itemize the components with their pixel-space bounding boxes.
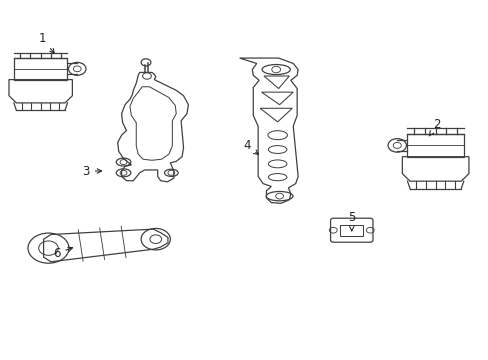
Text: 1: 1 [39, 32, 54, 53]
Text: 3: 3 [82, 165, 102, 177]
Text: 4: 4 [243, 139, 258, 154]
Text: 2: 2 [428, 118, 440, 136]
Text: 5: 5 [347, 211, 355, 231]
Text: 6: 6 [53, 247, 72, 260]
Bar [339, 225, 363, 235]
